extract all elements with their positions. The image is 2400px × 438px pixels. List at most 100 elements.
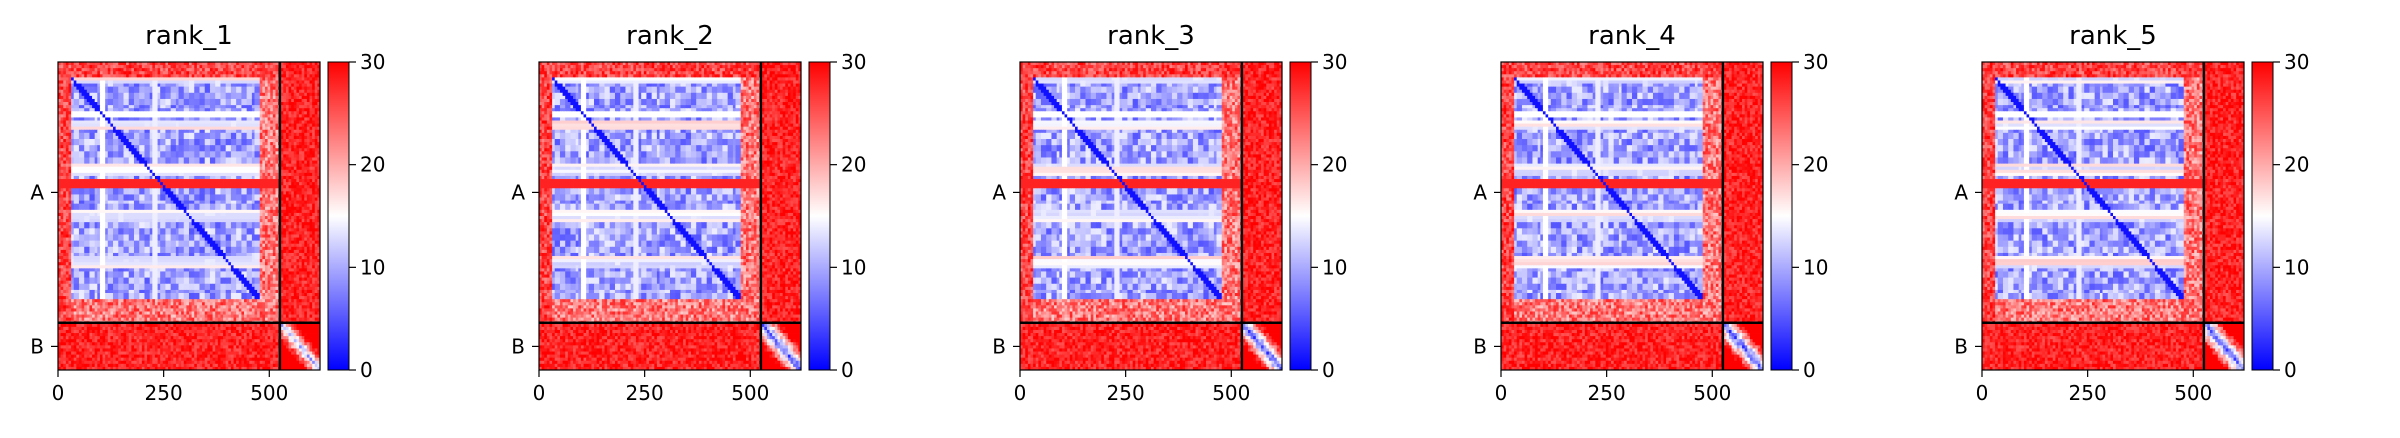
heatmap-cell [207,182,211,186]
heatmap-cell [149,169,153,174]
heatmap-cell [97,74,101,78]
heatmap-cell [283,157,287,161]
heatmap-cell [246,206,250,211]
heatmap-cell [168,172,172,177]
heatmap-cell [170,160,174,165]
heatmap-cell [275,123,279,128]
heatmap-cell [264,185,268,189]
heatmap-cell [113,105,117,109]
heatmap-cell [251,197,255,201]
heatmap-cell [230,135,234,140]
heatmap-cell [191,188,195,192]
heatmap-cell [270,123,274,128]
heatmap-cell [272,120,276,124]
heatmap-cell [178,71,182,75]
heatmap-cell [123,126,127,131]
heatmap-cell [71,68,75,72]
heatmap-cell [136,182,140,186]
heatmap-cell [301,74,305,78]
heatmap-cell [249,203,253,208]
heatmap-cell [228,139,232,143]
heatmap-cell [183,163,187,168]
heatmap-cell [68,157,72,161]
heatmap-cell [230,102,234,106]
heatmap-cell [65,179,69,183]
heatmap-cell [288,80,292,84]
heatmap-cell [81,65,85,69]
heatmap-cell [241,209,245,214]
heatmap-cell [306,142,310,146]
heatmap-cell [99,111,103,115]
heatmap-cell [296,62,300,66]
heatmap-cell [259,95,263,100]
heatmap-cell [317,191,321,195]
heatmap-cell [128,80,132,84]
heatmap-cell [317,197,321,201]
heatmap-cell [189,182,193,186]
heatmap-cell [223,151,227,155]
heatmap-cell [212,89,216,94]
heatmap-cell [110,80,114,84]
heatmap-cell [183,212,187,217]
heatmap-cell [246,129,250,134]
heatmap-cell [71,160,75,165]
heatmap-cell [128,179,132,183]
heatmap-cell [209,74,213,78]
heatmap-cell [149,172,153,177]
heatmap-cell [162,62,166,66]
heatmap-cell [246,188,250,192]
heatmap-cell [202,154,206,158]
heatmap-cell [97,166,101,171]
heatmap-cell [162,108,166,112]
heatmap-cell [309,120,313,124]
heatmap-cell [259,203,263,208]
heatmap-cell [228,80,232,84]
heatmap-cell [230,68,234,72]
heatmap-cell [58,197,62,201]
heatmap-cell [76,135,80,140]
heatmap-cell [178,65,182,69]
heatmap-cell [288,120,292,124]
heatmap-cell [170,148,174,152]
heatmap-cell [181,135,185,140]
heatmap-cell [280,148,284,152]
heatmap-cell [199,206,203,211]
heatmap-cell [249,98,253,103]
heatmap-cell [238,108,242,112]
heatmap-cell [86,194,90,198]
heatmap-cell [267,117,271,121]
heatmap-cell [238,145,242,149]
heatmap-cell [110,209,114,214]
heatmap-cell [157,92,161,97]
heatmap-cell [194,98,198,103]
heatmap-cell [173,80,177,84]
heatmap-cell [296,206,300,211]
heatmap-cell [162,111,166,115]
heatmap-cell [76,166,80,171]
heatmap-cell [306,194,310,198]
heatmap-cell [264,160,268,165]
heatmap-cell [68,182,72,186]
heatmap-cell [228,86,232,91]
heatmap-cell [175,172,179,177]
heatmap-cell [259,120,263,124]
heatmap-cell [89,166,93,171]
heatmap-cell [291,74,295,78]
heatmap-cell [147,126,151,131]
heatmap-cell [102,148,106,152]
heatmap-cell [202,74,206,78]
heatmap-cell [293,108,297,112]
heatmap-cell [288,169,292,174]
heatmap-cell [97,182,101,186]
heatmap-cell [133,105,137,109]
heatmap-cell [215,135,219,140]
heatmap-cell [299,98,303,103]
heatmap-cell [165,102,169,106]
heatmap-cell [249,135,253,140]
heatmap-cell [217,62,221,66]
heatmap-cell [230,194,234,198]
heatmap-cell [68,98,72,103]
heatmap-cell [254,212,258,217]
heatmap-cell [215,191,219,195]
heatmap-cell [113,126,117,131]
